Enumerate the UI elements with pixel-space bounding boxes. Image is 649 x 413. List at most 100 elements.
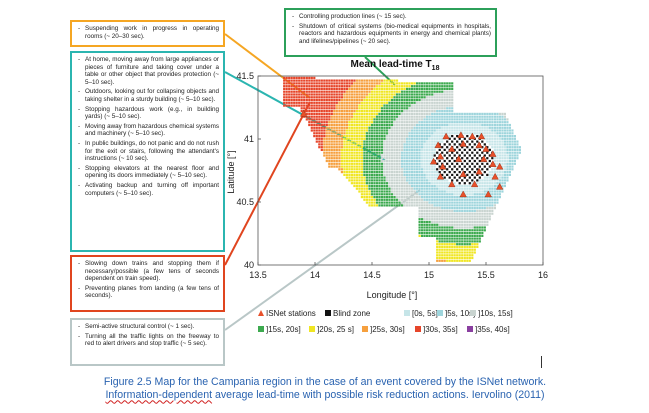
heatmap-cell bbox=[398, 184, 401, 188]
heatmap-cell bbox=[491, 157, 494, 160]
heatmap-cell bbox=[441, 248, 444, 251]
heatmap-cell bbox=[355, 96, 358, 99]
heatmap-cell bbox=[418, 223, 421, 226]
heatmap-cell bbox=[461, 218, 464, 221]
heatmap-cell bbox=[335, 126, 338, 129]
heatmap-cell bbox=[498, 129, 501, 132]
heatmap-cell bbox=[380, 162, 384, 165]
heatmap-cell bbox=[456, 256, 459, 260]
heatmap-cell bbox=[395, 104, 399, 107]
heatmap-cell bbox=[453, 182, 456, 185]
action-item: Moving away from hazardous chemical syst… bbox=[78, 123, 219, 138]
heatmap-cell bbox=[451, 87, 454, 90]
heatmap-cell bbox=[436, 129, 439, 132]
heatmap-cell bbox=[398, 182, 401, 185]
heatmap-cell bbox=[406, 151, 409, 154]
heatmap-cell bbox=[456, 218, 459, 221]
heatmap-cell bbox=[446, 209, 449, 212]
heatmap-cell bbox=[350, 182, 353, 185]
heatmap-cell bbox=[335, 104, 338, 107]
heatmap-cell bbox=[471, 143, 474, 146]
heatmap-cell bbox=[375, 173, 379, 176]
heatmap-cell bbox=[406, 96, 409, 99]
heatmap-cell bbox=[290, 79, 293, 82]
heatmap-cell bbox=[451, 165, 454, 168]
heatmap-cell bbox=[448, 196, 451, 199]
heatmap-cell bbox=[360, 118, 363, 121]
heatmap-cell bbox=[353, 162, 356, 165]
heatmap-cell bbox=[355, 129, 358, 132]
heatmap-cell bbox=[498, 118, 501, 121]
heatmap-cell bbox=[345, 154, 348, 157]
heatmap-cell bbox=[426, 96, 429, 99]
heatmap-cell bbox=[398, 132, 401, 135]
heatmap-cell bbox=[466, 229, 469, 232]
heatmap-cell bbox=[390, 168, 394, 171]
heatmap-cell bbox=[501, 121, 504, 124]
heatmap-cell bbox=[418, 90, 421, 93]
heatmap-cell bbox=[368, 110, 371, 113]
heatmap-cell bbox=[335, 121, 338, 124]
heatmap-cell bbox=[481, 209, 484, 212]
heatmap-cell bbox=[431, 93, 434, 96]
heatmap-cell bbox=[513, 140, 516, 143]
heatmap-cell bbox=[408, 193, 411, 196]
heatmap-cell bbox=[448, 215, 451, 218]
heatmap-cell bbox=[343, 168, 346, 171]
heatmap-cell bbox=[428, 110, 431, 113]
heatmap-cell bbox=[288, 98, 291, 102]
heatmap-cell bbox=[380, 176, 384, 179]
heatmap-cell bbox=[476, 182, 479, 185]
heatmap-cell bbox=[418, 135, 421, 138]
heatmap-cell bbox=[380, 132, 384, 135]
heatmap-cell bbox=[506, 137, 509, 140]
heatmap-cell bbox=[310, 107, 313, 110]
heatmap-cell bbox=[458, 223, 461, 226]
heatmap-cell bbox=[288, 79, 291, 82]
heatmap-cell bbox=[355, 143, 358, 146]
heatmap-cell bbox=[320, 135, 323, 138]
heatmap-cell bbox=[380, 148, 384, 151]
heatmap-cell bbox=[333, 104, 336, 107]
heatmap-cell bbox=[338, 96, 341, 99]
heatmap-cell bbox=[345, 98, 348, 102]
heatmap-cell bbox=[461, 148, 464, 151]
heatmap-cell bbox=[471, 190, 474, 193]
heatmap-cell bbox=[343, 96, 346, 99]
heatmap-cell bbox=[418, 154, 421, 157]
heatmap-cell bbox=[285, 85, 288, 88]
heatmap-cell bbox=[358, 140, 361, 143]
heatmap-cell bbox=[360, 135, 363, 138]
heatmap-cell bbox=[433, 104, 436, 107]
heatmap-cell bbox=[473, 229, 476, 232]
heatmap-cell bbox=[473, 171, 476, 174]
heatmap-cell bbox=[340, 143, 343, 146]
heatmap-cell bbox=[398, 82, 401, 85]
heatmap-cell bbox=[383, 187, 386, 190]
heatmap-cell bbox=[406, 112, 409, 115]
heatmap-cell bbox=[406, 110, 409, 113]
heatmap-cell bbox=[428, 182, 431, 185]
heatmap-cell bbox=[418, 126, 421, 129]
heatmap-cell bbox=[438, 129, 441, 132]
heatmap-cell bbox=[421, 93, 424, 96]
heatmap-cell bbox=[290, 98, 293, 102]
heatmap-cell bbox=[385, 184, 389, 188]
heatmap-cell bbox=[390, 121, 394, 124]
heatmap-cell bbox=[453, 204, 456, 207]
heatmap-cell bbox=[501, 118, 504, 121]
heatmap-cell bbox=[418, 121, 421, 124]
heatmap-cell bbox=[443, 129, 446, 132]
heatmap-cell bbox=[355, 126, 358, 129]
heatmap-cell bbox=[446, 218, 449, 221]
heatmap-cell bbox=[446, 143, 449, 146]
heatmap-cell bbox=[323, 90, 326, 93]
heatmap-cell bbox=[315, 107, 318, 110]
heatmap-cell bbox=[403, 184, 406, 188]
heatmap-cell bbox=[370, 179, 374, 182]
heatmap-cell bbox=[466, 171, 469, 174]
heatmap-cell bbox=[411, 179, 414, 182]
heatmap-cell bbox=[478, 204, 481, 207]
heatmap-cell bbox=[458, 184, 461, 188]
heatmap-cell bbox=[338, 159, 341, 163]
